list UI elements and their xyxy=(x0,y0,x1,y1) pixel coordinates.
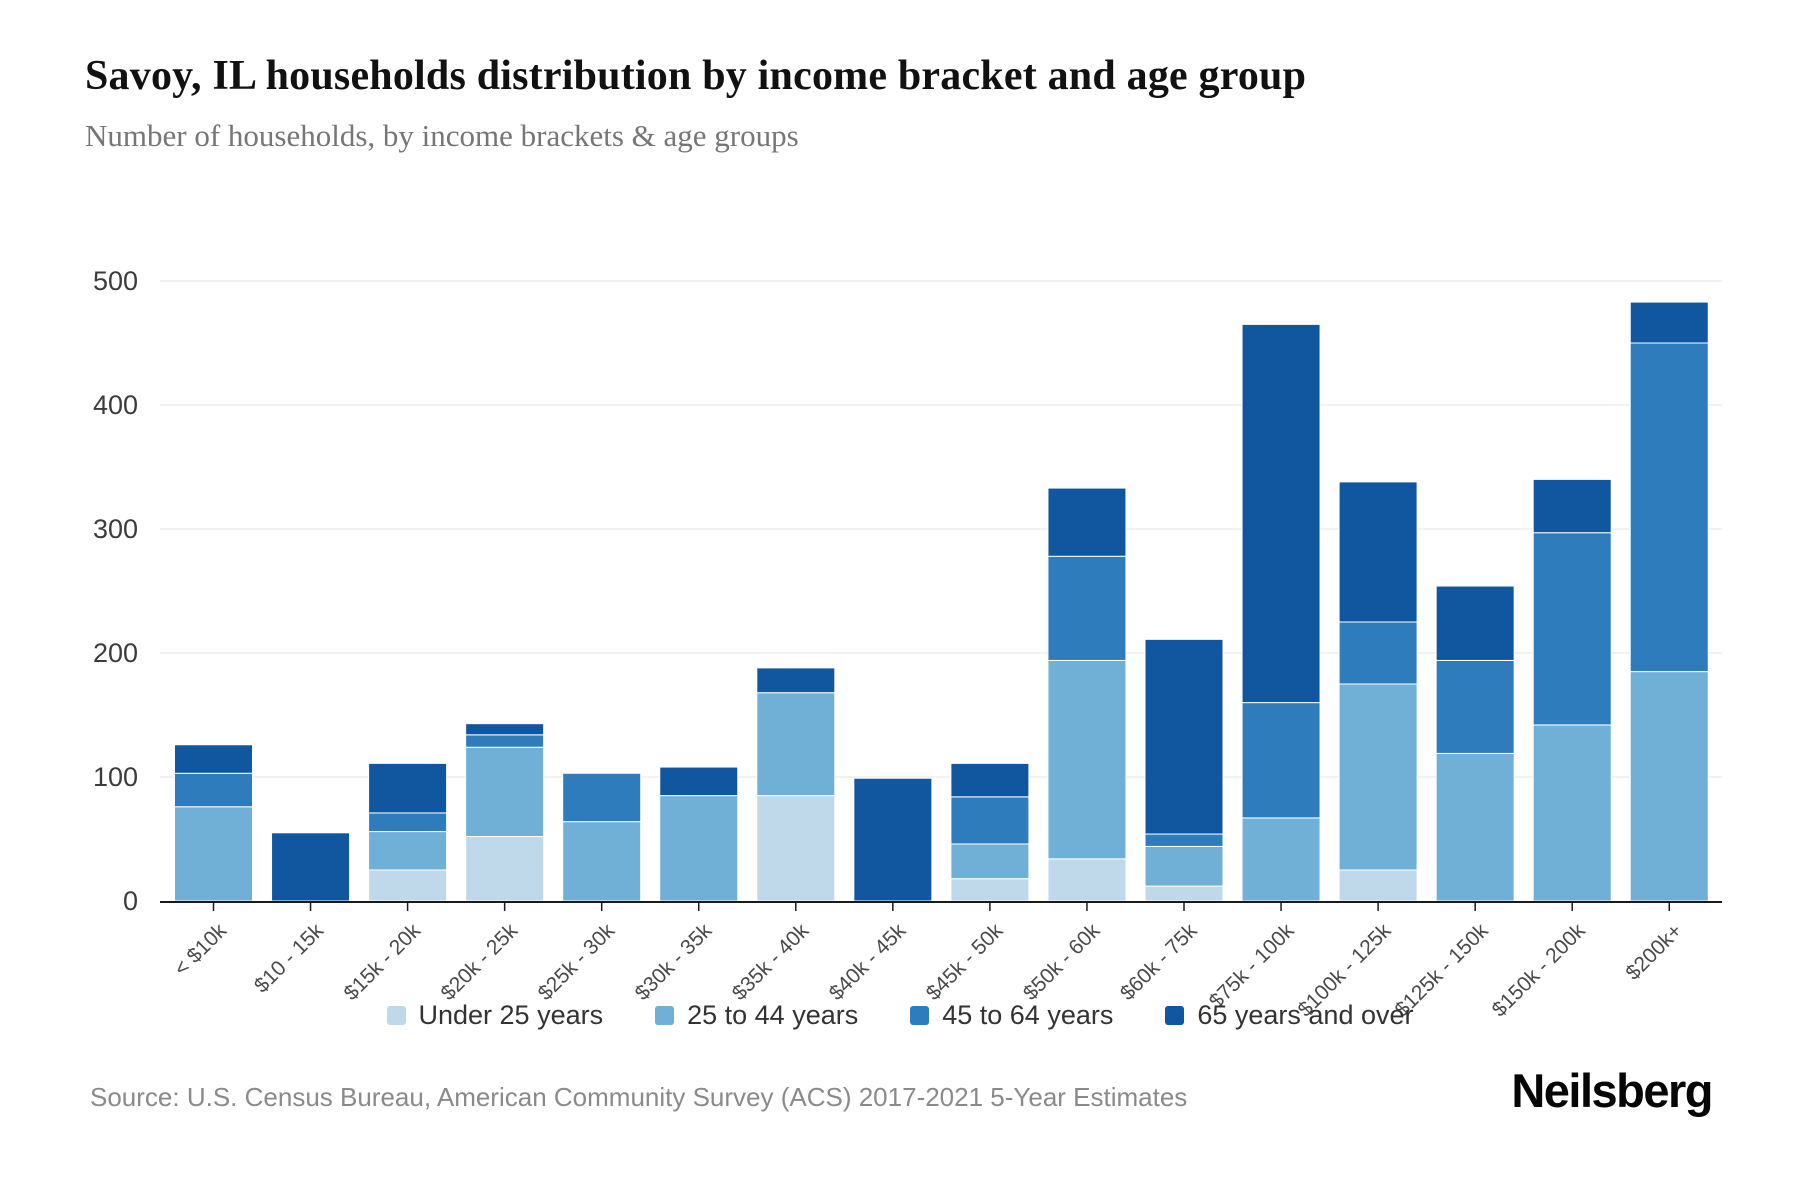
bar-segment-$100k - 125k-45 to 64 years[interactable] xyxy=(1338,621,1418,685)
bar-segment-$45k - 50k-65 years and over[interactable] xyxy=(950,762,1030,798)
x-tick-label-$75k - 100k: $75k - 100k xyxy=(1205,919,1299,1013)
y-tick-label-0: 0 xyxy=(123,886,138,916)
bar-segment-$100k - 125k-65 years and over[interactable] xyxy=(1338,481,1418,623)
x-tick-label-$15k - 20k: $15k - 20k xyxy=(340,919,426,1005)
bar-segment-$30k - 35k-25 to 44 years[interactable] xyxy=(659,795,739,902)
bar-segment-$60k - 75k-65 years and over[interactable] xyxy=(1144,638,1224,835)
x-tick-label-< $10k: < $10k xyxy=(170,919,232,981)
legend-item-65 years and over[interactable]: 65 years and over xyxy=(1165,1000,1414,1031)
legend-swatch-icon xyxy=(655,1006,675,1025)
bar-segment-$15k - 20k-Under 25 years[interactable] xyxy=(368,869,448,902)
bar-segment-$25k - 30k-45 to 64 years[interactable] xyxy=(562,772,642,823)
bar-segment-$20k - 25k-45 to 64 years[interactable] xyxy=(465,734,545,748)
bar-segment-$50k - 60k-25 to 44 years[interactable] xyxy=(1047,659,1127,860)
bar-segment-$200k+-65 years and over[interactable] xyxy=(1629,301,1709,344)
x-tick-label-$45k - 50k: $45k - 50k xyxy=(922,919,1008,1005)
legend-swatch-icon xyxy=(1165,1006,1185,1025)
bar-segment-$125k - 150k-25 to 44 years[interactable] xyxy=(1435,752,1515,902)
bar-segment-$20k - 25k-65 years and over[interactable] xyxy=(465,723,545,736)
x-tick-label-$10 - 15k: $10 - 15k xyxy=(250,919,329,998)
bar-segment-< $10k-45 to 64 years[interactable] xyxy=(174,772,253,808)
bar-segment-$15k - 20k-25 to 44 years[interactable] xyxy=(368,831,448,871)
bar-segment-$20k - 25k-25 to 44 years[interactable] xyxy=(465,746,545,838)
bar-segment-$60k - 75k-Under 25 years[interactable] xyxy=(1144,885,1224,902)
bar-segment-$45k - 50k-Under 25 years[interactable] xyxy=(950,878,1030,902)
x-tick-label-$30k - 35k: $30k - 35k xyxy=(631,919,717,1005)
bar-segment-$50k - 60k-65 years and over[interactable] xyxy=(1047,487,1127,557)
legend-label: Under 25 years xyxy=(418,1000,604,1030)
bar-segment-$100k - 125k-25 to 44 years[interactable] xyxy=(1338,683,1418,871)
y-tick-label-400: 400 xyxy=(93,390,138,420)
bar-segment-< $10k-25 to 44 years[interactable] xyxy=(174,806,253,902)
bar-segment-$100k - 125k-Under 25 years[interactable] xyxy=(1338,869,1418,902)
bar-segment-$60k - 75k-25 to 44 years[interactable] xyxy=(1144,845,1224,887)
x-tick-label-$20k - 25k: $20k - 25k xyxy=(437,919,523,1005)
bar-segment-$15k - 20k-45 to 64 years[interactable] xyxy=(368,812,448,833)
x-tick-label-$60k - 75k: $60k - 75k xyxy=(1116,919,1202,1005)
legend: Under 25 years 25 to 44 years 45 to 64 yea… xyxy=(0,1000,1800,1031)
bar-segment-< $10k-65 years and over[interactable] xyxy=(174,744,253,774)
bar-segment-$150k - 200k-65 years and over[interactable] xyxy=(1532,478,1612,534)
legend-swatch-icon xyxy=(910,1006,930,1025)
bar-segment-$30k - 35k-65 years and over[interactable] xyxy=(659,766,739,797)
x-tick-label-$50k - 60k: $50k - 60k xyxy=(1019,919,1105,1005)
y-tick-label-500: 500 xyxy=(93,266,138,296)
bar-segment-$25k - 30k-25 to 44 years[interactable] xyxy=(562,821,642,902)
legend-item-25 to 44 years[interactable]: 25 to 44 years xyxy=(655,1000,858,1031)
bar-segment-$40k - 45k-65 years and over[interactable] xyxy=(853,777,933,902)
bar-segment-$125k - 150k-65 years and over[interactable] xyxy=(1435,585,1515,661)
bar-segment-$60k - 75k-45 to 64 years[interactable] xyxy=(1144,833,1224,847)
bar-segment-$35k - 40k-65 years and over[interactable] xyxy=(756,667,836,694)
bar-segment-$45k - 50k-45 to 64 years[interactable] xyxy=(950,796,1030,845)
bar-segment-$35k - 40k-Under 25 years[interactable] xyxy=(756,795,836,902)
bar-segment-$75k - 100k-65 years and over[interactable] xyxy=(1241,323,1321,704)
x-tick-label-$40k - 45k: $40k - 45k xyxy=(825,919,911,1005)
legend-swatch-icon xyxy=(386,1006,406,1025)
neilsberg-logo: Neilsberg xyxy=(1511,1064,1713,1117)
bar-segment-$50k - 60k-Under 25 years[interactable] xyxy=(1047,858,1127,902)
legend-label: 25 to 44 years xyxy=(687,1000,859,1030)
x-tick-label-$35k - 40k: $35k - 40k xyxy=(728,919,814,1005)
bar-segment-$125k - 150k-45 to 64 years[interactable] xyxy=(1435,659,1515,754)
bar-segment-$20k - 25k-Under 25 years[interactable] xyxy=(465,836,545,902)
bar-segment-$45k - 50k-25 to 44 years[interactable] xyxy=(950,843,1030,880)
legend-label: 45 to 64 years xyxy=(942,1000,1114,1030)
y-tick-label-100: 100 xyxy=(93,762,138,792)
legend-item-45 to 64 years[interactable]: 45 to 64 years xyxy=(910,1000,1113,1031)
bar-segment-$75k - 100k-25 to 44 years[interactable] xyxy=(1241,817,1321,902)
page-title: Savoy, IL households distribution by inc… xyxy=(85,53,1307,99)
bar-segment-$150k - 200k-45 to 64 years[interactable] xyxy=(1532,532,1612,726)
y-tick-label-200: 200 xyxy=(93,638,138,668)
bar-segment-$35k - 40k-25 to 44 years[interactable] xyxy=(756,692,836,797)
bar-segment-$200k+-45 to 64 years[interactable] xyxy=(1629,342,1709,673)
bar-segment-$200k+-25 to 44 years[interactable] xyxy=(1629,671,1709,902)
source-text: Source: U.S. Census Bureau, American Com… xyxy=(90,1082,1188,1112)
x-tick-label-$25k - 30k: $25k - 30k xyxy=(534,919,620,1005)
bar-segment-$75k - 100k-45 to 64 years[interactable] xyxy=(1241,702,1321,819)
legend-label: 65 years and over xyxy=(1197,1000,1414,1030)
bar-segment-$10 - 15k-65 years and over[interactable] xyxy=(271,832,351,902)
page-subtitle: Number of households, by income brackets… xyxy=(85,118,799,153)
y-tick-label-300: 300 xyxy=(93,514,138,544)
legend-item-Under 25 years[interactable]: Under 25 years xyxy=(386,1000,604,1031)
x-tick-label-$200k+: $200k+ xyxy=(1621,919,1686,984)
bar-segment-$50k - 60k-45 to 64 years[interactable] xyxy=(1047,555,1127,661)
bar-segment-$150k - 200k-25 to 44 years[interactable] xyxy=(1532,724,1612,902)
bar-segment-$15k - 20k-65 years and over[interactable] xyxy=(368,762,448,814)
